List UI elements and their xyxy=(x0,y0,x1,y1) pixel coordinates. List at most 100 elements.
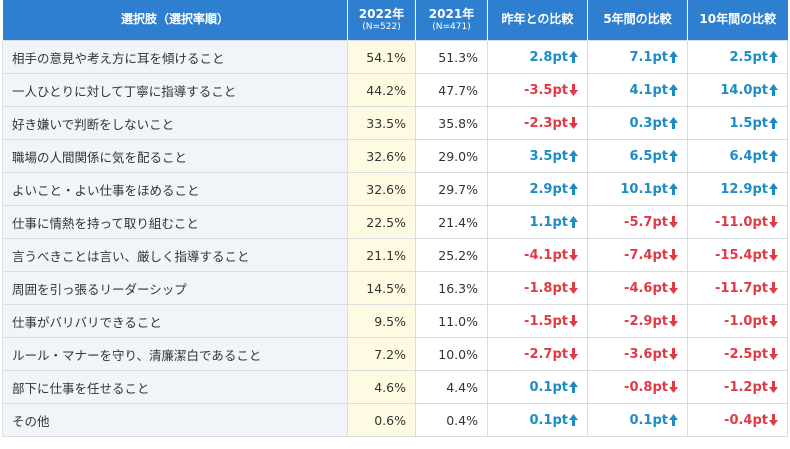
comparison-value: 2.8pt xyxy=(529,49,568,65)
comparison-cell: 12.9pt xyxy=(687,172,788,206)
comparison-cell: -0.8pt xyxy=(587,370,688,404)
arrow-down xyxy=(769,281,778,294)
comparison-cell: -11.7pt xyxy=(687,271,788,305)
arrow-up xyxy=(669,50,678,63)
arrow-down xyxy=(569,116,578,129)
header-title: 昨年との比較 xyxy=(501,12,574,27)
header-title: 2022年 xyxy=(358,6,405,21)
comparison-value: -15.4pt xyxy=(715,247,768,263)
comparison-value: -3.5pt xyxy=(524,82,568,98)
comparison-value: 7.1pt xyxy=(629,49,668,65)
comparison-cell: 1.1pt xyxy=(487,205,588,239)
header-note: (N=522) xyxy=(362,21,401,32)
comparison-value: -0.4pt xyxy=(724,412,768,428)
table-row: 仕事に情熱を持って取り組むこと 22.5% 21.4% 1.1pt -5.7pt -11.… xyxy=(2,205,788,239)
comparison-cell: -2.3pt xyxy=(487,106,588,140)
comparison-value: -7.4pt xyxy=(624,247,668,263)
header-cell: 選択肢（選択率順） xyxy=(2,0,348,41)
comparison-value: -11.0pt xyxy=(715,214,768,230)
cell: 4.6% xyxy=(347,370,416,404)
comparison-cell: -1.8pt xyxy=(487,271,588,305)
arrow-up xyxy=(569,149,578,162)
arrow-up xyxy=(669,413,678,426)
cell: 16.3% xyxy=(415,271,488,305)
cell: 44.2% xyxy=(347,73,416,107)
table-row: 周囲を引っ張るリーダーシップ 14.5% 16.3% -1.8pt -4.6pt -11.… xyxy=(2,271,788,305)
header-row: 選択肢（選択率順） 2022年 (N=522) 2021年 (N=471) 昨年との比較 5… xyxy=(2,0,788,41)
comparison-value: -5.7pt xyxy=(624,214,668,230)
arrow-down xyxy=(769,248,778,261)
cell: 0.4% xyxy=(415,403,488,437)
cell: 32.6% xyxy=(347,139,416,173)
comparison-value: -1.8pt xyxy=(524,280,568,296)
header-cell: 2022年 (N=522) xyxy=(347,0,416,41)
comparison-cell: -2.7pt xyxy=(487,337,588,371)
comparison-value: 0.1pt xyxy=(629,412,668,428)
arrow-down xyxy=(669,347,678,360)
arrow-up xyxy=(669,83,678,96)
arrow-up xyxy=(569,215,578,228)
comparison-value: -2.9pt xyxy=(624,313,668,329)
comparison-value: 0.3pt xyxy=(629,115,668,131)
header-cell: 5年間の比較 xyxy=(587,0,688,41)
cell: 54.1% xyxy=(347,40,416,74)
arrow-down xyxy=(669,215,678,228)
comparison-cell: -3.6pt xyxy=(587,337,688,371)
comparison-cell: 0.3pt xyxy=(587,106,688,140)
table-row: 職場の人間関係に気を配ること 32.6% 29.0% 3.5pt 6.5pt 6.4pt xyxy=(2,139,788,173)
comparison-cell: 0.1pt xyxy=(487,370,588,404)
comparison-cell: -4.6pt xyxy=(587,271,688,305)
comparison-value: 3.5pt xyxy=(529,148,568,164)
cell: 21.1% xyxy=(347,238,416,272)
table-row: 一人ひとりに対して丁寧に指導すること 44.2% 47.7% -3.5pt 4.1pt 1… xyxy=(2,73,788,107)
comparison-value: -1.0pt xyxy=(724,313,768,329)
arrow-down xyxy=(569,347,578,360)
arrow-down xyxy=(569,83,578,96)
cell: 部下に仕事を任せること xyxy=(2,370,348,404)
table: 選択肢（選択率順） 2022年 (N=522) 2021年 (N=471) 昨年との比較 5… xyxy=(2,0,788,437)
cell: 22.5% xyxy=(347,205,416,239)
cell: 10.0% xyxy=(415,337,488,371)
arrow-up xyxy=(569,380,578,393)
comparison-value: -1.5pt xyxy=(524,313,568,329)
cell: 職場の人間関係に気を配ること xyxy=(2,139,348,173)
comparison-cell: -2.5pt xyxy=(687,337,788,371)
header-cell: 10年間の比較 xyxy=(687,0,788,41)
comparison-value: -3.6pt xyxy=(624,346,668,362)
arrow-down xyxy=(769,347,778,360)
cell: 25.2% xyxy=(415,238,488,272)
comparison-cell: -3.5pt xyxy=(487,73,588,107)
arrow-down xyxy=(669,380,678,393)
comparison-cell: -11.0pt xyxy=(687,205,788,239)
header-cell: 2021年 (N=471) xyxy=(415,0,488,41)
table-row: よいこと・よい仕事をほめること 32.6% 29.7% 2.9pt 10.1pt 12.9… xyxy=(2,172,788,206)
cell: 35.8% xyxy=(415,106,488,140)
arrow-up xyxy=(769,50,778,63)
cell: 33.5% xyxy=(347,106,416,140)
cell: その他 xyxy=(2,403,348,437)
comparison-value: 6.4pt xyxy=(729,148,768,164)
comparison-cell: -1.0pt xyxy=(687,304,788,338)
comparison-cell: -1.2pt xyxy=(687,370,788,404)
cell: 47.7% xyxy=(415,73,488,107)
comparison-cell: -0.4pt xyxy=(687,403,788,437)
cell: 仕事に情熱を持って取り組むこと xyxy=(2,205,348,239)
header-title: 選択肢（選択率順） xyxy=(120,12,229,27)
arrow-down xyxy=(569,281,578,294)
comparison-value: 14.0pt xyxy=(720,82,768,98)
comparison-cell: -5.7pt xyxy=(587,205,688,239)
arrow-up xyxy=(569,182,578,195)
table-row: その他 0.6% 0.4% 0.1pt 0.1pt -0.4pt xyxy=(2,403,788,437)
comparison-value: -2.7pt xyxy=(524,346,568,362)
header-title: 2021年 xyxy=(428,6,475,21)
comparison-value: 4.1pt xyxy=(629,82,668,98)
comparison-cell: 6.5pt xyxy=(587,139,688,173)
cell: 0.6% xyxy=(347,403,416,437)
cell: 周囲を引っ張るリーダーシップ xyxy=(2,271,348,305)
cell: 仕事がバリバリできること xyxy=(2,304,348,338)
arrow-down xyxy=(769,215,778,228)
comparison-value: -4.6pt xyxy=(624,280,668,296)
comparison-cell: 10.1pt xyxy=(587,172,688,206)
header-note: (N=471) xyxy=(432,21,471,32)
